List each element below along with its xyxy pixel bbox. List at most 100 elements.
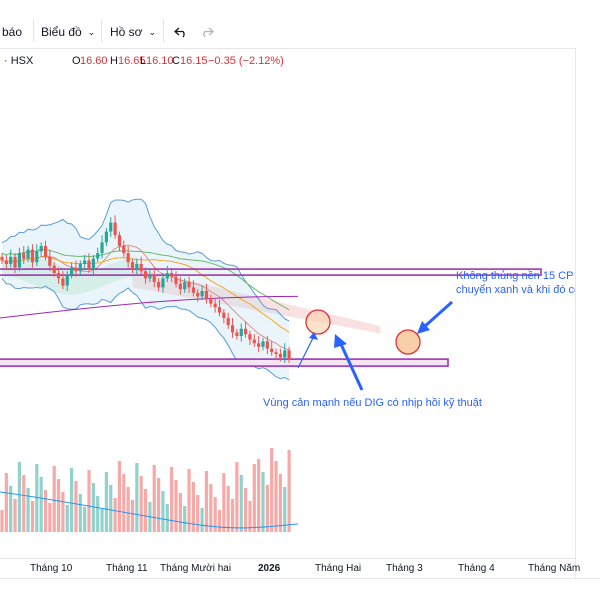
volume-bar xyxy=(26,488,30,532)
toolbar-item-chart-type[interactable]: Biểu đồ ⌄ xyxy=(41,20,95,44)
volume-bar xyxy=(96,496,100,532)
volume-ma-line xyxy=(0,491,299,529)
time-tick: Tháng 11 xyxy=(106,563,148,574)
candle-body xyxy=(230,325,235,333)
candle-body xyxy=(78,264,82,272)
toolbar-divider xyxy=(101,20,102,42)
volume-bar xyxy=(30,501,35,532)
price-chart-pane[interactable] xyxy=(0,72,575,560)
candle-body xyxy=(26,249,30,259)
volume-bar xyxy=(213,497,217,532)
chevron-down-icon: ⌄ xyxy=(87,26,96,37)
ohlc-legend: · HSX O 16.60 H 16.65 L 16.10 C 16.15 −0… xyxy=(0,52,600,70)
toolbar-item-label: báo xyxy=(2,25,23,39)
toolbar-item-label: Biểu đồ xyxy=(41,25,82,39)
volume-bar xyxy=(265,485,269,532)
volume-bar xyxy=(274,461,278,532)
volume-bar xyxy=(152,465,156,532)
arrow-head xyxy=(309,332,318,340)
price-scale[interactable] xyxy=(575,48,600,600)
candle-body xyxy=(217,307,222,313)
candle-body xyxy=(48,256,52,266)
candle-body xyxy=(200,291,204,297)
volume-bar xyxy=(178,493,182,532)
annotation-text-bottom[interactable]: Vùng cản mạnh nếu DIG có nhịp hồi kỹ thu… xyxy=(263,397,482,409)
candles xyxy=(0,215,291,363)
volume-bar xyxy=(17,462,21,532)
volume-bar xyxy=(126,487,130,532)
toolbar-item-alerts[interactable]: báo xyxy=(2,20,22,44)
candle-body xyxy=(196,292,200,297)
volume-bar xyxy=(22,475,26,532)
candle-body xyxy=(148,274,152,279)
time-axis[interactable]: Tháng 10 Tháng 11 Tháng Mười hai 2026 Th… xyxy=(0,558,580,579)
volume-bar xyxy=(61,492,65,532)
volume-bar xyxy=(104,472,108,532)
candle-body xyxy=(135,264,139,270)
close-label: C xyxy=(172,55,180,67)
candle-body xyxy=(52,265,56,273)
low-label: L xyxy=(140,55,147,67)
undo-icon xyxy=(174,27,185,38)
candle-body xyxy=(209,298,213,304)
undo-button[interactable] xyxy=(174,20,188,44)
volume-bar xyxy=(222,473,226,532)
candle-body xyxy=(226,318,230,326)
candle-body xyxy=(109,222,113,232)
candle-body xyxy=(278,354,282,358)
volume-bar xyxy=(143,489,148,532)
zone-rectangles xyxy=(0,268,542,367)
volume-bar xyxy=(70,468,74,532)
support-zone-rect xyxy=(0,358,449,367)
high-value: 16.65 xyxy=(118,55,146,67)
candle-body xyxy=(152,274,156,282)
volume-bar xyxy=(130,500,135,532)
candle-body xyxy=(0,256,4,261)
candle-body xyxy=(265,341,269,349)
candle-body xyxy=(252,339,256,344)
candle-body xyxy=(235,332,239,336)
candle-body xyxy=(117,235,122,246)
volume-bar xyxy=(174,480,178,532)
toolbar-divider xyxy=(163,20,164,42)
bollinger-bands xyxy=(0,198,299,381)
change-value: −0.35 (−2.12%) xyxy=(208,55,284,67)
candle-body xyxy=(183,282,187,290)
candle-body xyxy=(139,264,143,272)
volume-bar xyxy=(78,494,82,532)
volume-bar xyxy=(257,459,261,532)
annotation-text-right[interactable]: Không thủng nền 15 CP sẽ bo chuyển xanh … xyxy=(456,269,600,297)
time-tick: Tháng 3 xyxy=(386,563,423,574)
volume-bar xyxy=(200,508,204,532)
volume-bar xyxy=(244,488,248,532)
redo-button[interactable] xyxy=(200,20,214,44)
candle-body xyxy=(274,352,278,354)
candle-body xyxy=(287,350,291,360)
candle-body xyxy=(248,334,252,340)
volume-bar xyxy=(165,504,169,532)
volume-bar xyxy=(239,475,243,532)
candle-body xyxy=(30,249,35,263)
redo-icon xyxy=(203,27,214,38)
candle-body xyxy=(83,260,87,264)
candlestick-chart[interactable] xyxy=(0,72,575,560)
volume-bar xyxy=(35,464,39,532)
candle-body xyxy=(239,328,243,336)
candle-body xyxy=(39,246,43,252)
toolbar-item-profile[interactable]: Hồ sơ ⌄ xyxy=(110,20,156,44)
drawings xyxy=(297,300,453,391)
volume-bar xyxy=(87,470,91,532)
time-tick: 2026 xyxy=(258,563,281,574)
volume-bar xyxy=(56,479,61,532)
candle-body xyxy=(9,256,13,264)
open-label: O xyxy=(72,55,81,67)
callout-arrow-line xyxy=(423,300,453,329)
volume-bar xyxy=(191,482,195,532)
volume-bar xyxy=(122,474,126,532)
volume-bar xyxy=(9,486,13,532)
time-tick: Tháng Năm xyxy=(528,563,581,574)
candle-body xyxy=(283,350,287,358)
volume-bar xyxy=(109,485,113,532)
volume-bar xyxy=(65,505,69,532)
volume-bar xyxy=(0,510,4,532)
